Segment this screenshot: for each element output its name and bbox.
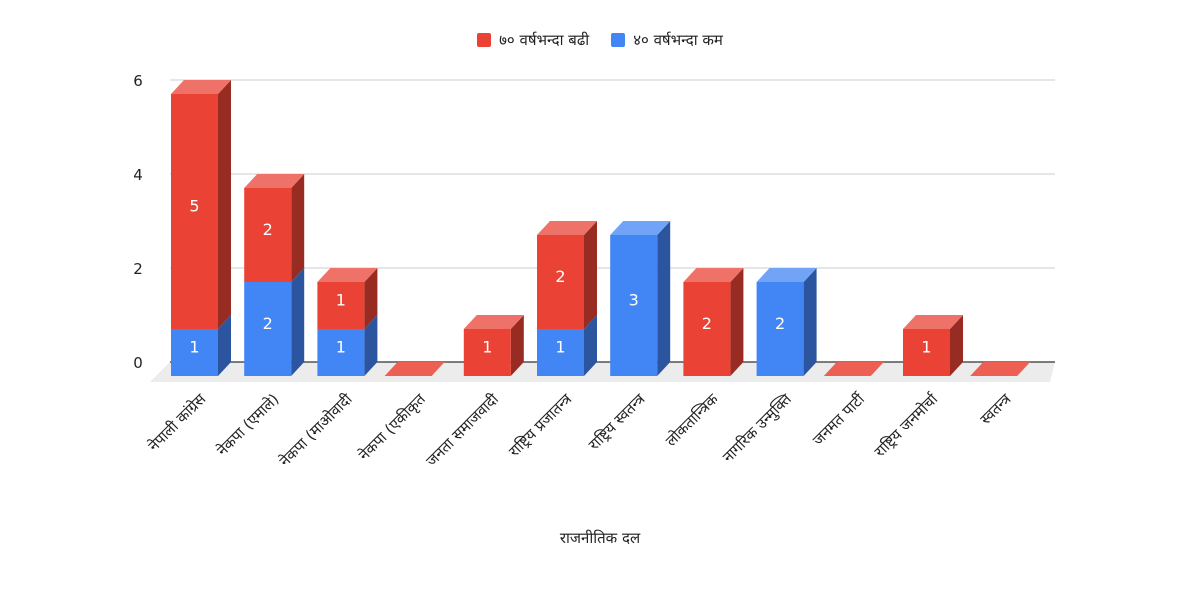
x-tick-label: नेपाली कांग्रेस: [145, 389, 210, 454]
bar-segment-top: [903, 315, 963, 329]
x-tick-label: स्वतन्त्र: [976, 390, 1015, 429]
legend: ७० वर्षभन्दा बढी ४० वर्षभन्दा कम: [0, 30, 1200, 50]
bar-segment-side: [291, 268, 305, 376]
data-label: 2: [263, 314, 273, 333]
bar-segment-side: [584, 315, 597, 376]
bar-segment-side: [364, 268, 378, 329]
data-label: 3: [629, 291, 639, 310]
x-tick-label: राष्ट्रिय प्रजातन्त्र: [505, 390, 576, 461]
y-tick-label: 4: [133, 166, 143, 184]
bar-segment-front: [610, 235, 658, 376]
bar-segment-front: [317, 282, 365, 329]
bar-segment-top: [244, 174, 305, 188]
bar-segment-top: [317, 268, 378, 282]
bar-segment-front: [317, 329, 365, 376]
x-tick-label: जनमत पार्टी: [809, 389, 869, 449]
data-label: 2: [263, 220, 273, 239]
bar-segment-top: [683, 268, 744, 282]
bar-segment-front: [171, 94, 218, 329]
bar-segment-side: [730, 268, 744, 376]
bar-segment-front: [537, 235, 584, 329]
x-tick-label: जनता समाजवादी: [422, 389, 503, 470]
x-tick-label: राष्ट्रिय जनमोर्चा: [871, 389, 942, 460]
y-tick-label: 0: [133, 354, 143, 372]
x-tick-label: नागरिक उन्मुक्ति: [719, 390, 796, 467]
legend-swatch-blue: [611, 33, 626, 47]
x-tick-label: राष्ट्रिय स्वतन्त्र: [585, 390, 649, 454]
data-label: 1: [555, 338, 565, 357]
bar-segment-side: [218, 315, 231, 376]
bar-segment-side: [291, 174, 305, 282]
bar-segment-top: [756, 268, 817, 282]
bar-segment-top: [463, 315, 524, 329]
data-label: 5: [189, 197, 199, 216]
bar-segment-top: [537, 221, 597, 235]
bar-segment-top: [610, 221, 671, 235]
chart-floor: [150, 362, 1055, 382]
bar-empty: [970, 362, 1031, 376]
data-label: 2: [702, 314, 712, 333]
bar-segment-side: [218, 80, 231, 329]
bar-segment-side: [950, 315, 963, 376]
bar-segment-front: [244, 282, 292, 376]
bar-segment-front: [683, 282, 731, 376]
bar-segment-front: [903, 329, 950, 376]
y-tick-label: 6: [133, 72, 143, 90]
data-label: 1: [189, 338, 199, 357]
x-tick-label: नेकपा (माओवादी: [276, 389, 357, 470]
bar-segment-side: [584, 221, 597, 329]
x-tick-label: लोकतान्त्रिक: [662, 390, 722, 450]
x-tick-label: नेकपा (एकीकृत: [355, 390, 430, 465]
bar-segment-front: [463, 329, 511, 376]
legend-swatch-red: [477, 33, 492, 47]
x-axis-title: राजनीतिक दल: [559, 529, 641, 547]
bar-segment-side: [364, 315, 378, 376]
legend-item-over-70[interactable]: ७० वर्षभन्दा बढी: [477, 30, 589, 50]
bar-segment-side: [657, 221, 671, 376]
data-label: 1: [482, 338, 492, 357]
data-label: 1: [336, 338, 346, 357]
bar-segment-side: [510, 315, 524, 376]
bar-segment-front: [756, 282, 804, 376]
bar-segment-front: [244, 188, 292, 282]
bar-segment-top: [171, 80, 231, 94]
bar-empty: [823, 362, 884, 376]
legend-item-under-40[interactable]: ४० वर्षभन्दा कम: [611, 30, 723, 50]
x-tick-label: नेकपा (एमाले): [213, 390, 282, 459]
bar-segment-side: [803, 268, 817, 376]
legend-label-under-40: ४० वर्षभन्दा कम: [633, 31, 723, 49]
y-tick-label: 2: [133, 260, 143, 278]
data-label: 1: [921, 338, 931, 357]
bar-segment-front: [171, 329, 218, 376]
data-label: 2: [555, 267, 565, 286]
legend-label-over-70: ७० वर्षभन्दा बढी: [499, 31, 590, 49]
data-label: 2: [775, 314, 785, 333]
bar-segment-front: [537, 329, 584, 376]
bar-empty: [384, 362, 445, 376]
data-label: 1: [336, 291, 346, 310]
